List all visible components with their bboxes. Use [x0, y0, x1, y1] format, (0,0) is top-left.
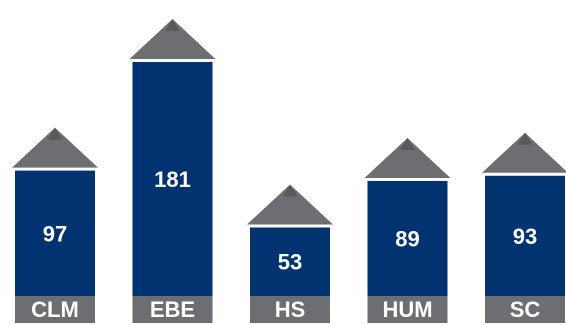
pencil-bar-hum: 89 HUM [364, 137, 451, 323]
value-label-clm: 97 [43, 221, 67, 246]
value-label-ebe: 181 [154, 167, 191, 192]
category-band-hum [367, 296, 448, 323]
pencil-tip-sc [482, 132, 566, 173]
pencil-bar-clm: 97 CLM [12, 127, 98, 323]
category-label-hs: HS [275, 297, 306, 322]
pencil-tip-ebe [129, 19, 216, 59]
pencil-lead-sc [517, 132, 533, 145]
pencil-lead-ebe [165, 19, 180, 31]
bar-hum [367, 180, 448, 296]
category-band-clm [15, 296, 95, 323]
value-label-hs: 53 [278, 250, 302, 275]
category-band-sc [485, 296, 565, 323]
bar-clm [15, 170, 95, 296]
pencil-bar-ebe: 181 EBE [129, 19, 216, 323]
bar-hs [250, 227, 330, 296]
category-label-clm: CLM [31, 297, 79, 322]
pencil-lead-hum [400, 137, 415, 150]
bar-sc [485, 175, 565, 296]
bar-ebe [132, 62, 213, 296]
value-label-hum: 89 [395, 226, 419, 251]
pencil-bar-hs: 53 HS [247, 184, 333, 323]
pencil-lead-clm [47, 127, 63, 140]
category-label-sc: SC [510, 297, 541, 322]
value-label-sc: 93 [513, 224, 537, 249]
pencil-tip-hum [364, 137, 451, 178]
pencil-lead-hs [282, 184, 298, 197]
category-label-hum: HUM [382, 297, 432, 322]
pencil-tip-hs [247, 184, 333, 225]
category-band-ebe [132, 296, 213, 323]
category-band-hs [250, 296, 330, 323]
pencil-tip-clm [12, 127, 98, 168]
pencil-bar-sc: 93 SC [482, 132, 566, 323]
category-label-ebe: EBE [150, 297, 195, 322]
